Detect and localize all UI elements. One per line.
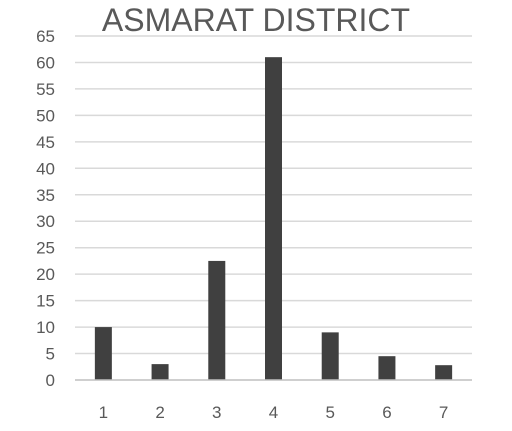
y-tick-label: 45 (36, 133, 55, 152)
y-tick-label: 15 (36, 292, 55, 311)
y-tick-label: 5 (46, 345, 55, 364)
y-tick-label: 55 (36, 80, 55, 99)
bar-7 (435, 365, 453, 380)
y-tick-label: 20 (36, 265, 55, 284)
bar-2 (151, 364, 169, 380)
y-tick-label: 25 (36, 239, 55, 258)
y-tick-label: 0 (46, 371, 55, 390)
x-tick-label: 3 (212, 403, 221, 422)
bar-6 (378, 356, 396, 380)
y-tick-label: 60 (36, 53, 55, 72)
y-tick-label: 40 (36, 159, 55, 178)
x-tick-label: 5 (325, 403, 334, 422)
y-tick-label: 10 (36, 318, 55, 337)
y-tick-label: 50 (36, 106, 55, 125)
y-tick-label: 30 (36, 212, 55, 231)
x-tick-label: 1 (99, 403, 108, 422)
x-tick-label: 7 (439, 403, 448, 422)
bar-5 (321, 332, 339, 380)
chart-title: ASMARAT DISTRICT (101, 2, 411, 38)
y-tick-label: 65 (36, 27, 55, 46)
y-tick-label: 35 (36, 186, 55, 205)
bar-3 (208, 260, 226, 380)
x-tick-label: 6 (382, 403, 391, 422)
bar-4 (265, 57, 282, 381)
x-tick-label: 4 (269, 403, 278, 422)
bar-1 (94, 327, 112, 380)
x-tick-label: 2 (155, 403, 164, 422)
